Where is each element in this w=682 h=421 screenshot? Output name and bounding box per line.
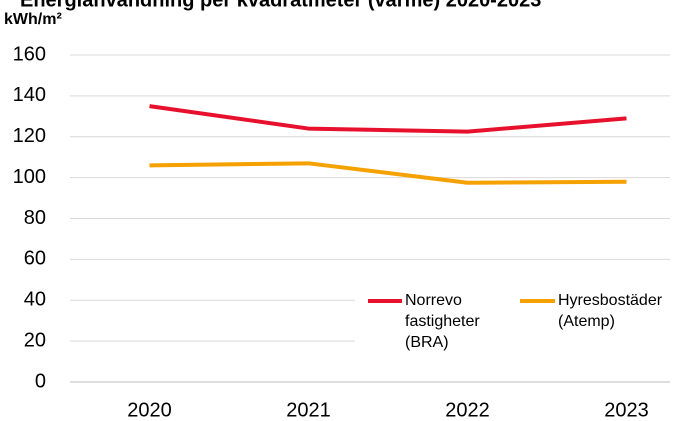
- x-tick-label: 2020: [127, 399, 172, 421]
- y-axis-label: kWh/m²: [4, 11, 62, 28]
- line-series: [149, 161, 627, 185]
- y-tick-label: 0: [35, 370, 46, 392]
- y-tick-label: 120: [13, 125, 46, 147]
- y-tick-label: 60: [24, 248, 46, 270]
- y-tick-label: 140: [13, 84, 46, 106]
- line-series: [149, 104, 627, 134]
- x-tick-label: 2021: [286, 399, 331, 421]
- y-tick-label: 100: [13, 166, 46, 188]
- chart-title: Energianvändning per kvadratmeter (värme…: [20, 0, 541, 11]
- y-tick-label: 20: [24, 329, 46, 351]
- y-tick-label: 80: [24, 207, 46, 229]
- legend-label: Norrevo fastigheter (BRA): [405, 292, 480, 351]
- y-tick-label: 160: [13, 43, 46, 65]
- legend-box: [355, 288, 680, 360]
- legend-label: Hyresbostäder (Atemp): [558, 292, 663, 330]
- y-tick-label: 40: [24, 289, 46, 311]
- x-tick-label: 2022: [445, 399, 490, 421]
- x-tick-label: 2023: [604, 399, 649, 421]
